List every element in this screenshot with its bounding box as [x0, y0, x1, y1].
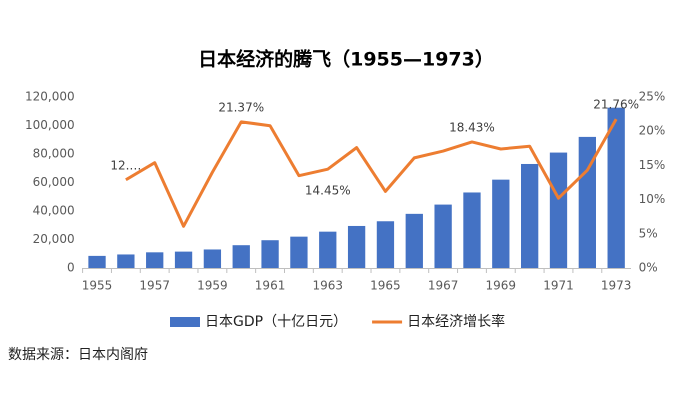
bar: [203, 249, 222, 268]
data-label: 12.…: [110, 158, 141, 172]
chart-title: 日本经济的腾飞（1955—1973）: [198, 48, 494, 71]
y-tick-label: 100,000: [25, 118, 75, 132]
y2-tick-label: 15%: [639, 158, 666, 172]
bar: [174, 251, 193, 268]
bar: [607, 107, 625, 268]
bar: [146, 252, 164, 268]
y2-tick-label: 10%: [639, 192, 666, 206]
data-label: 18.43%: [449, 120, 495, 134]
legend-swatch: [170, 317, 200, 327]
data-label: 14.45%: [305, 184, 351, 198]
bar: [549, 152, 568, 268]
bar: [434, 204, 452, 268]
legend-label: 日本GDP（十亿日元）: [205, 314, 347, 330]
y2-tick-label: 25%: [639, 90, 666, 104]
x-tick-label: 1965: [370, 279, 401, 293]
bar: [578, 136, 596, 268]
y-tick-label: 0: [67, 261, 75, 275]
x-tick-label: 1969: [486, 279, 517, 293]
x-tick-label: 1959: [197, 279, 228, 293]
bar: [290, 236, 308, 268]
x-tick-label: 1963: [312, 279, 343, 293]
bar: [492, 179, 510, 268]
x-tick-label: 1955: [82, 279, 113, 293]
y-tick-label: 120,000: [25, 90, 75, 104]
x-tick-label: 1973: [601, 279, 632, 293]
line: [125, 118, 618, 228]
y-tick-label: 80,000: [33, 147, 75, 161]
data-label: 21.37%: [218, 100, 264, 114]
bar: [117, 254, 135, 268]
y-tick-label: 40,000: [33, 204, 75, 218]
data-label: 21.76%: [593, 98, 639, 112]
y2-tick-label: 5%: [639, 226, 658, 240]
x-tick-label: 1967: [428, 279, 459, 293]
source: 数据来源：日本内阁府: [8, 347, 148, 363]
legend-label: 日本经济增长率: [407, 313, 505, 330]
bar: [376, 221, 395, 268]
y2-tick-label: 20%: [639, 124, 666, 138]
x-tick-label: 1961: [255, 279, 286, 293]
y2-tick-label: 0%: [639, 261, 658, 275]
bar: [405, 213, 423, 268]
bar: [521, 163, 539, 268]
y-tick-label: 20,000: [33, 232, 75, 246]
bar: [319, 231, 337, 268]
bar: [232, 245, 250, 268]
bar: [463, 192, 481, 268]
bar: [88, 255, 106, 268]
y-tick-label: 60,000: [33, 175, 75, 189]
x-tick-label: 1971: [543, 279, 574, 293]
bar: [347, 225, 366, 268]
x-tick-label: 1957: [139, 279, 170, 293]
bar: [261, 240, 279, 268]
